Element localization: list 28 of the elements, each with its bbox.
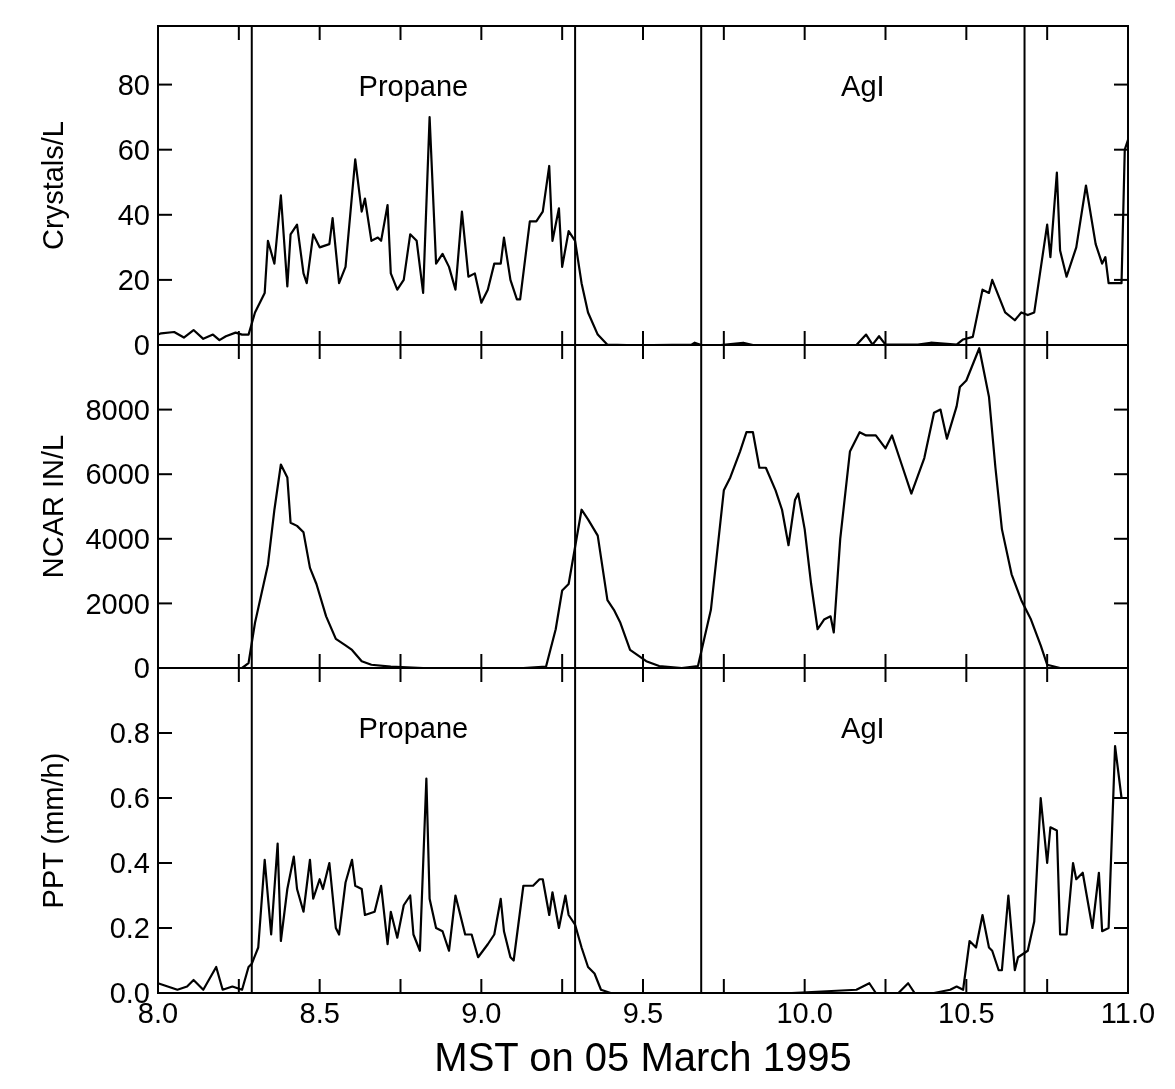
y-tick-label: 80: [117, 68, 150, 101]
y-tick-label: 0.8: [109, 717, 150, 750]
y-tick-label: 20: [117, 264, 150, 297]
x-tick-label: 9.5: [622, 997, 664, 1029]
y-tick-label: 6000: [85, 458, 150, 491]
y-tick-label: 0: [133, 329, 150, 362]
y-tick-label: 0: [133, 652, 150, 685]
y-tick-label: 0.6: [109, 782, 150, 815]
y-axis-title: Crystals/L: [37, 121, 69, 250]
y-tick-label: 2000: [85, 587, 150, 620]
annotation: Propane: [358, 712, 469, 744]
annotation: Propane: [358, 70, 469, 102]
y-tick-label: 4000: [85, 522, 150, 555]
y-tick-label: 8000: [85, 393, 150, 426]
y-axis-title: PPT (mm/h): [37, 752, 69, 909]
y-axis-title: NCAR IN/L: [37, 434, 69, 579]
x-tick-label: 10.5: [938, 997, 995, 1029]
x-tick-label: 11.0: [1100, 997, 1156, 1029]
x-tick-label: 8.5: [299, 997, 340, 1029]
y-tick-label: 0.4: [109, 847, 150, 880]
y-tick-label: 0.2: [109, 912, 150, 945]
x-tick-label: 10.0: [776, 997, 833, 1029]
x-axis-title: MST on 05 March 1995: [434, 1035, 852, 1079]
y-tick-label: 60: [117, 133, 150, 166]
annotation: AgI: [841, 712, 885, 744]
x-tick-label: 9.0: [461, 997, 502, 1029]
y-tick-label: 40: [117, 198, 150, 231]
annotation: AgI: [841, 70, 885, 102]
